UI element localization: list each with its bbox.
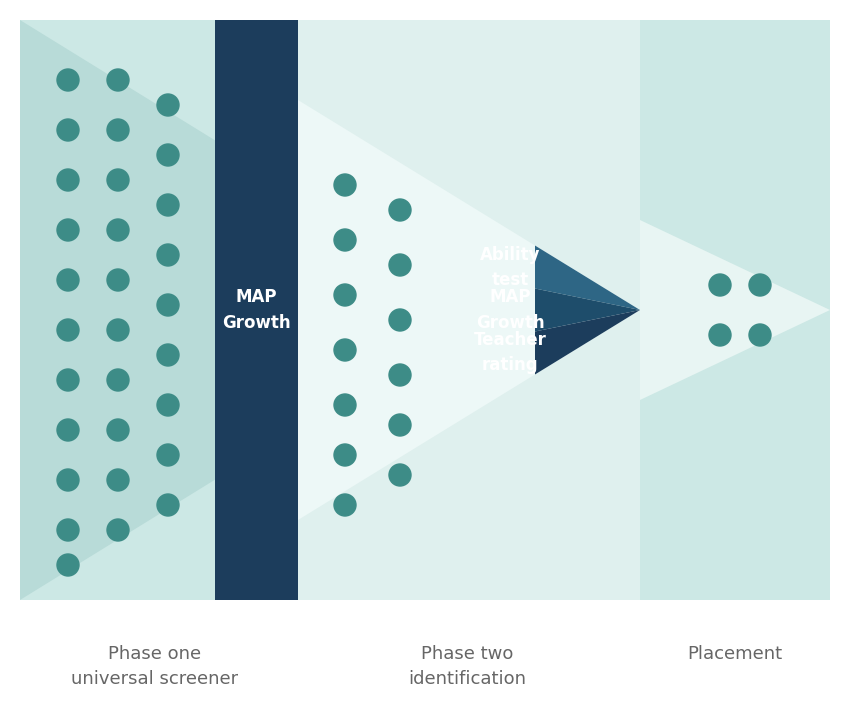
Circle shape [389,364,411,386]
Circle shape [57,369,79,391]
Circle shape [107,469,129,491]
Circle shape [57,219,79,241]
Circle shape [157,494,179,516]
Polygon shape [215,20,298,600]
Circle shape [157,94,179,116]
Circle shape [57,269,79,291]
Circle shape [334,284,356,306]
Polygon shape [20,20,490,600]
Circle shape [57,119,79,141]
Circle shape [107,119,129,141]
Circle shape [57,554,79,576]
Polygon shape [298,20,640,600]
Polygon shape [535,310,640,374]
Text: Phase one
universal screener: Phase one universal screener [71,645,239,688]
Circle shape [107,69,129,91]
Circle shape [334,174,356,196]
Circle shape [334,444,356,466]
Circle shape [107,419,129,441]
Circle shape [709,274,731,296]
Circle shape [389,309,411,331]
Circle shape [157,294,179,316]
Circle shape [157,144,179,166]
Text: Placement: Placement [688,645,783,663]
Circle shape [57,469,79,491]
Text: Ability
test: Ability test [479,245,541,289]
Text: MAP
Growth: MAP Growth [476,289,544,332]
Circle shape [157,244,179,266]
Circle shape [107,519,129,541]
Circle shape [107,169,129,191]
Circle shape [389,199,411,221]
Circle shape [334,229,356,251]
Circle shape [57,319,79,341]
Polygon shape [640,220,830,400]
Polygon shape [20,20,298,600]
Polygon shape [535,245,640,310]
Circle shape [107,219,129,241]
Polygon shape [535,289,640,332]
Circle shape [389,414,411,436]
Text: Teacher
rating: Teacher rating [473,332,547,374]
Circle shape [389,464,411,486]
Circle shape [57,169,79,191]
Circle shape [709,324,731,346]
Circle shape [107,269,129,291]
Circle shape [157,194,179,216]
Polygon shape [298,100,640,520]
Circle shape [107,369,129,391]
Circle shape [749,274,771,296]
Circle shape [157,444,179,466]
Text: Phase two
identification: Phase two identification [408,645,526,688]
Circle shape [57,419,79,441]
Polygon shape [640,20,830,600]
Circle shape [157,344,179,366]
Circle shape [157,394,179,416]
Circle shape [107,319,129,341]
Circle shape [334,494,356,516]
Text: MAP
Growth: MAP Growth [222,289,291,332]
Circle shape [749,324,771,346]
Circle shape [334,339,356,361]
Circle shape [389,254,411,276]
Circle shape [57,69,79,91]
Circle shape [334,394,356,416]
Circle shape [57,519,79,541]
